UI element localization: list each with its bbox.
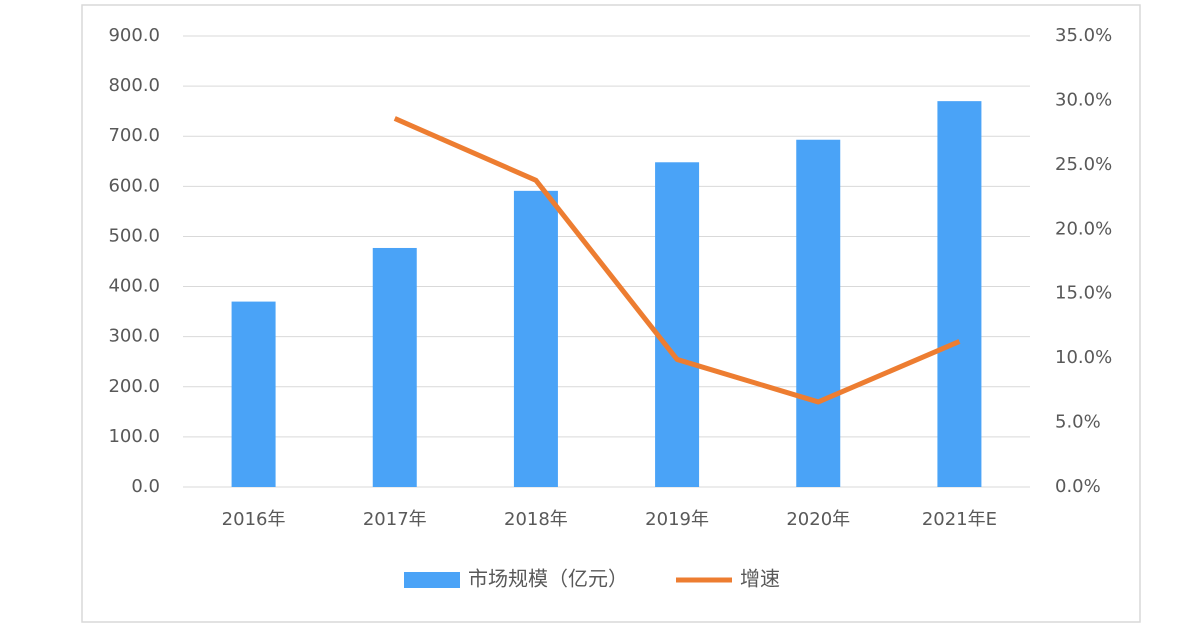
legend-label: 市场规模（亿元）	[468, 567, 628, 591]
x-tick-label: 2021年E	[922, 509, 997, 530]
x-tick-label: 2018年	[504, 509, 568, 530]
y-tick-label: 0.0	[131, 476, 160, 497]
bar	[372, 247, 417, 487]
y2-tick-label: 15.0%	[1055, 283, 1112, 304]
y-tick-label: 500.0	[108, 225, 160, 246]
bar	[655, 162, 700, 487]
y2-tick-label: 30.0%	[1055, 89, 1112, 110]
bar	[231, 301, 276, 487]
y2-tick-label: 5.0%	[1055, 412, 1101, 433]
bar	[796, 139, 841, 488]
y-tick-label: 300.0	[108, 326, 160, 347]
line	[393, 116, 961, 405]
y-tick-label: 100.0	[108, 426, 160, 447]
y-tick-label: 600.0	[108, 175, 160, 196]
y-tick-label: 900.0	[108, 25, 160, 46]
y2-tick-label: 20.0%	[1055, 218, 1112, 239]
y-tick-label: 800.0	[108, 75, 160, 96]
y-tick-label: 700.0	[108, 125, 160, 146]
legend-swatch	[404, 572, 460, 588]
x-tick-label: 2019年	[645, 509, 709, 530]
y-tick-label: 400.0	[108, 276, 160, 297]
legend-label: 增速	[740, 567, 780, 591]
y2-tick-label: 10.0%	[1055, 347, 1112, 368]
y2-tick-label: 35.0%	[1055, 25, 1112, 46]
x-tick-label: 2017年	[363, 509, 427, 530]
y2-tick-label: 25.0%	[1055, 154, 1112, 175]
bar	[513, 190, 558, 488]
x-tick-label: 2020年	[786, 509, 850, 530]
y2-tick-label: 0.0%	[1055, 476, 1101, 497]
y-tick-label: 200.0	[108, 376, 160, 397]
bar	[937, 101, 982, 488]
x-tick-label: 2016年	[222, 509, 286, 530]
